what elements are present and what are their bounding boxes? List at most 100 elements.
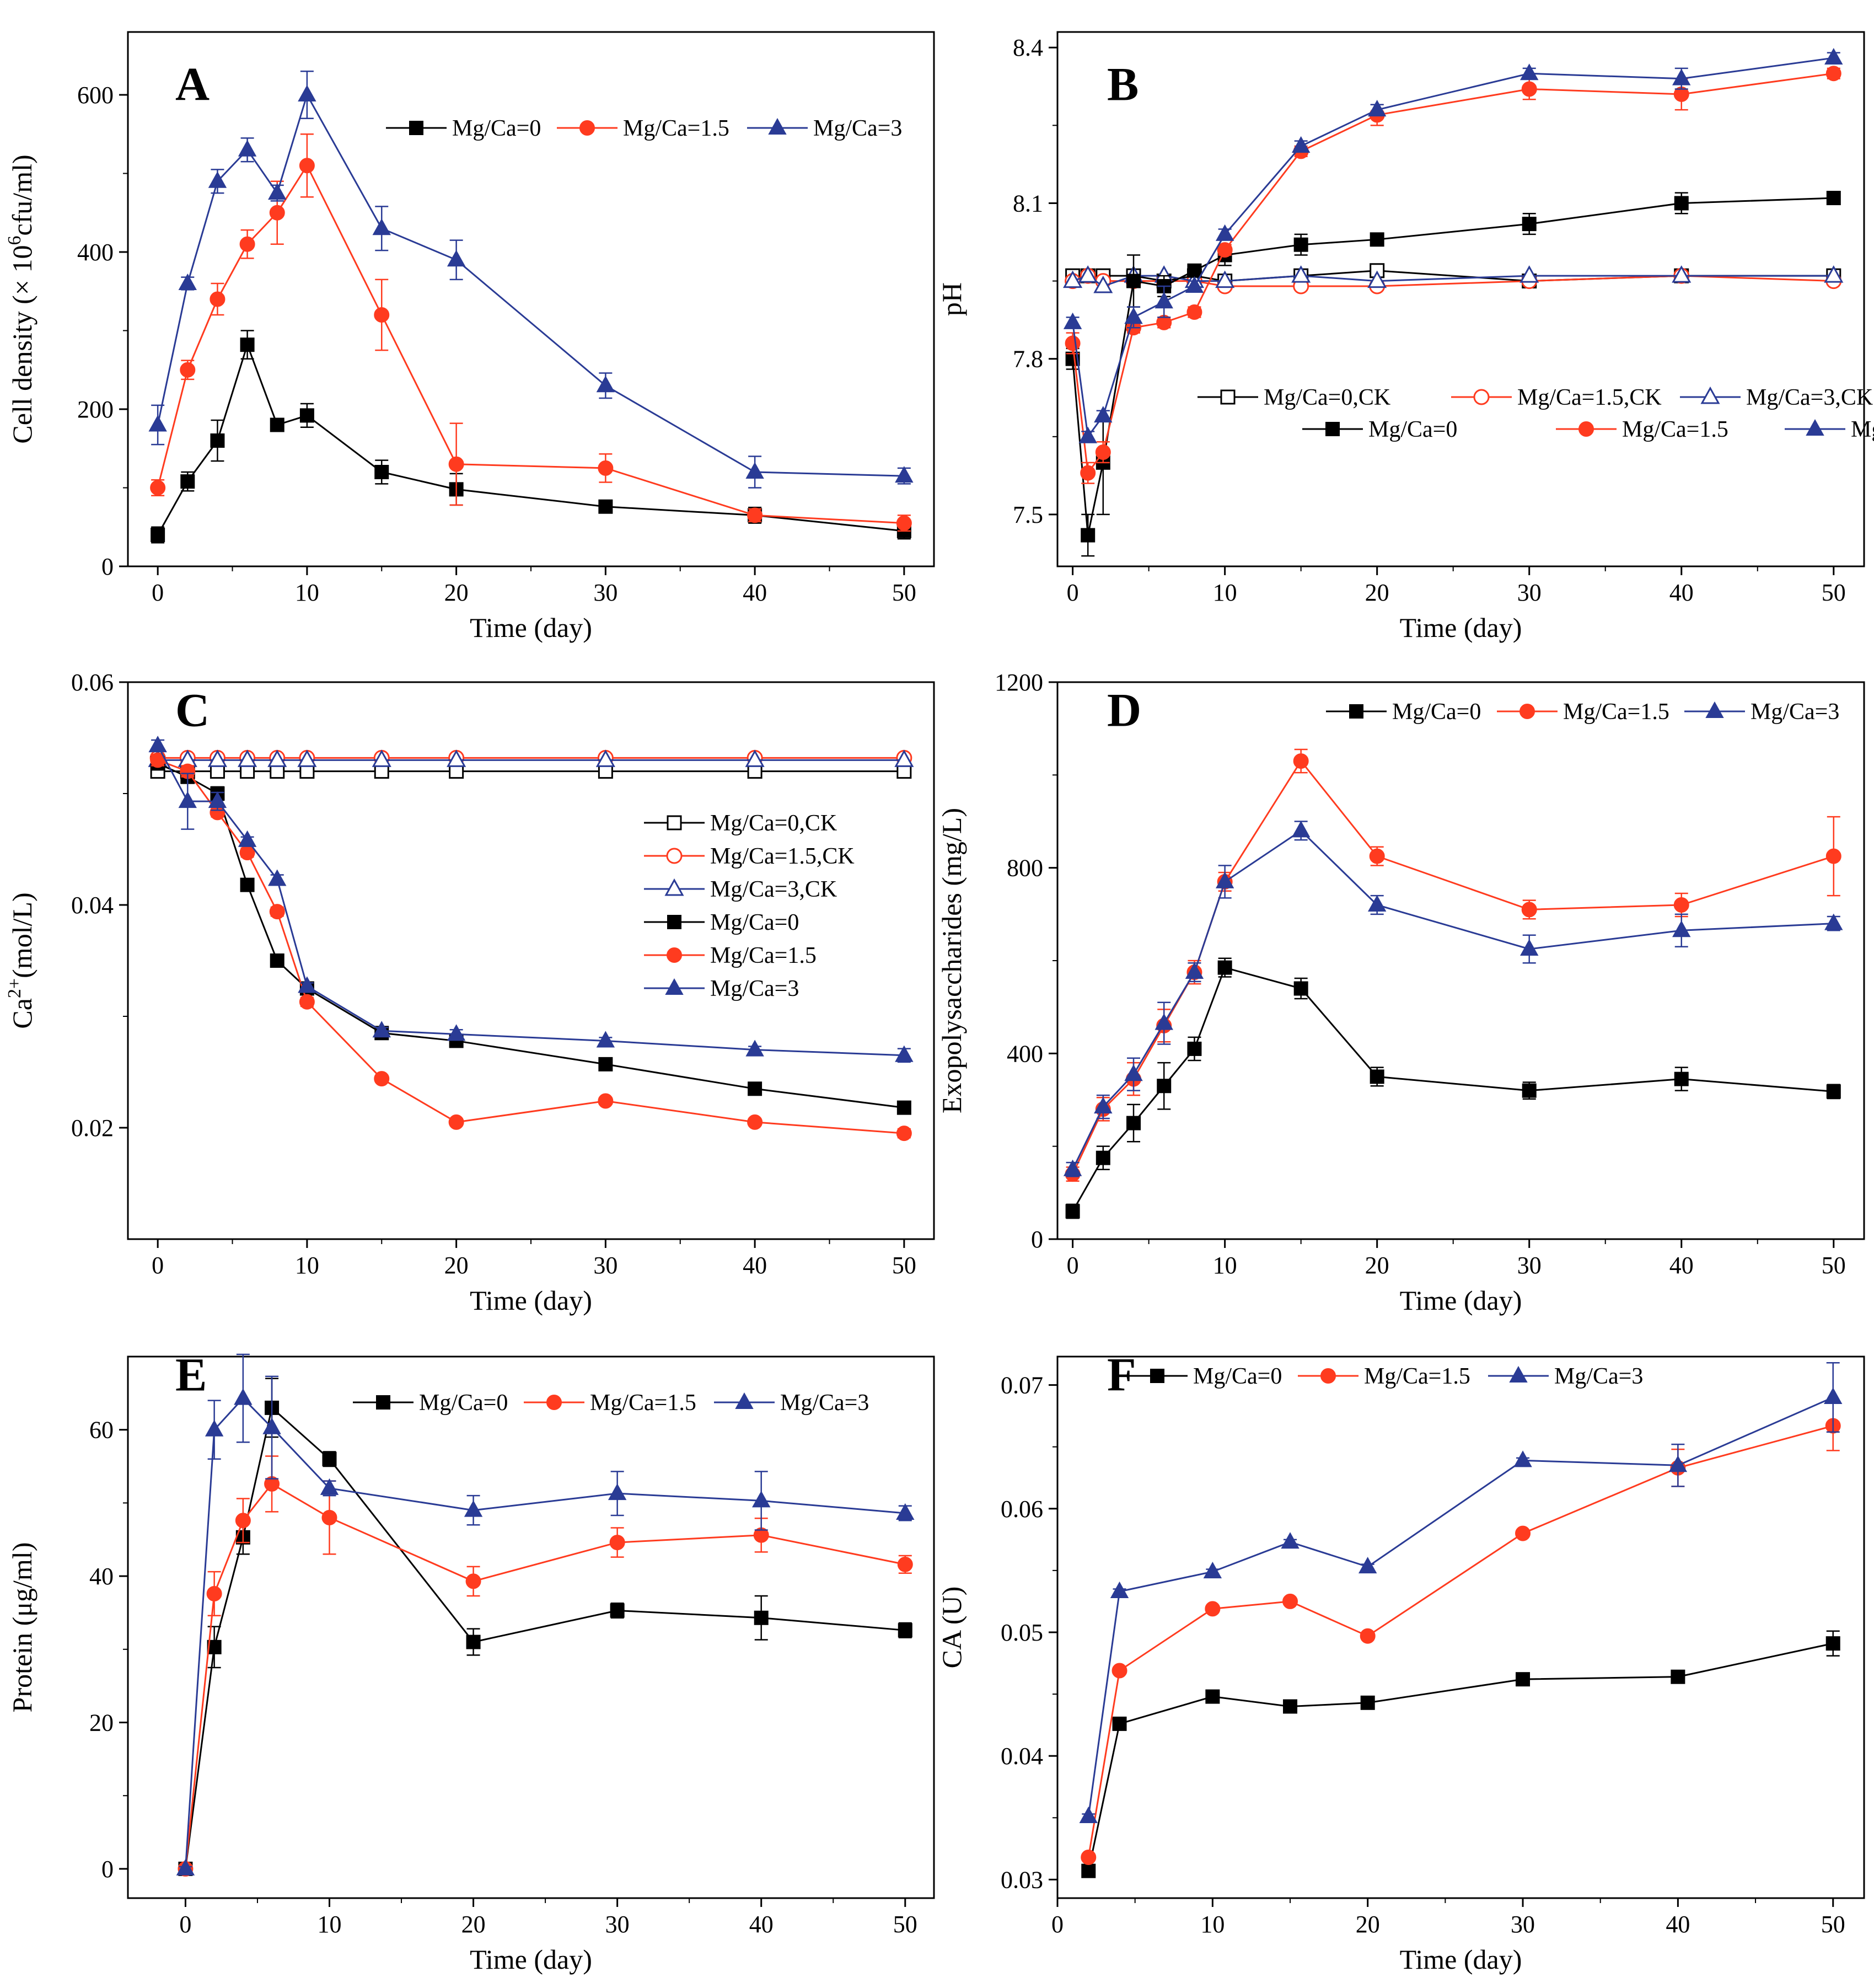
panel-b-series-3 <box>1065 191 1841 557</box>
panel-c-data-point <box>598 1093 614 1109</box>
panel-b-data-point <box>1367 100 1387 117</box>
panel-b-xtick-label: 30 <box>1517 579 1542 606</box>
panel-a-data-point <box>374 307 390 323</box>
panel-e-data-point <box>322 1451 337 1466</box>
panel-f-ytick-label: 0.04 <box>1001 1743 1043 1770</box>
panel-e-legend-label: Mg/Ca=3 <box>780 1390 869 1416</box>
panel-d-data-point <box>1063 1159 1082 1176</box>
panel-a-data-point <box>598 499 613 514</box>
panel-c-xtick-label: 10 <box>295 1252 319 1279</box>
panel-e-xtick-label: 50 <box>893 1911 917 1938</box>
panel-a-ytick-label: 200 <box>77 396 114 423</box>
panel-e-series-2 <box>176 1353 915 1876</box>
panel-a-data-point <box>208 171 227 188</box>
panel-a-data-point <box>239 236 255 252</box>
panel-c-data-point <box>240 877 255 892</box>
panel-c-data-point <box>207 749 227 767</box>
panel-c-data-point <box>448 1114 464 1130</box>
panel-c-data-point <box>299 994 315 1010</box>
panel-a-data-point <box>178 273 197 290</box>
panel-a-legend: Mg/Ca=0 Mg/Ca=1.5 Mg/Ca=3 <box>386 116 902 141</box>
panel-a-ylabel-sup: 6 <box>4 236 25 245</box>
panel-f-data-point <box>1079 1806 1098 1824</box>
panel-d-data-point <box>1826 1084 1841 1099</box>
panel-e-legend-label: Mg/Ca=1.5 <box>590 1390 696 1416</box>
panel-d-letter: D <box>1107 684 1141 737</box>
panel-e-data-point <box>176 1858 195 1876</box>
panel-f-legend-marker <box>1509 1365 1528 1383</box>
panel-f-xtick-label: 40 <box>1666 1911 1690 1938</box>
panel-d-data-point <box>1825 848 1841 864</box>
panel-b-legend-label: Mg/Ca=1.5 <box>1622 417 1728 442</box>
panel-a-data-point <box>270 417 284 432</box>
panel-f-data-point <box>1282 1593 1298 1609</box>
panel-e-data-point <box>610 1603 625 1618</box>
panel-a-legend-marker <box>768 117 787 135</box>
panel-b-series-5 <box>1063 47 1843 443</box>
panel-d-data-point <box>1215 871 1234 888</box>
panel-e-series-0 <box>178 1378 912 1876</box>
panel-c-ylabel-sup: 2+ <box>4 978 25 998</box>
panel-f-xtick-label: 0 <box>1051 1911 1064 1938</box>
panel-c-legend-label: Mg/Ca=0,CK <box>710 811 837 836</box>
panel-b-data-point <box>1063 312 1082 329</box>
panel-f: 0 10 20 30 40 50 0.03 0.04 0.05 0.06 0.07 Time (day… <box>936 1348 1865 1975</box>
panel-e-frame <box>127 1355 935 1899</box>
panel-b-data-point <box>1080 465 1096 481</box>
panel-f-data-point <box>1283 1699 1298 1714</box>
panel-f-ytick-label: 0.07 <box>1001 1372 1043 1399</box>
panel-d-legend-label: Mg/Ca=3 <box>1751 699 1839 725</box>
panel-e-legend-marker <box>546 1395 562 1410</box>
panel-b-data-point <box>1065 335 1081 351</box>
panel-b-xlabel: Time (day) <box>1400 612 1522 643</box>
panel-a-legend-marker <box>579 120 595 136</box>
panel-c-data-point <box>238 749 257 767</box>
panel-a-ytick-label: 600 <box>77 82 114 109</box>
panel-e-data-point <box>464 1500 483 1517</box>
panel-d-series-0 <box>1065 957 1841 1219</box>
panel-a-xtick-label: 0 <box>152 579 164 606</box>
panel-e-xtick-label: 40 <box>749 1911 774 1938</box>
panel-f-legend: Mg/Ca=0 Mg/Ca=1.5 Mg/Ca=3 <box>1127 1364 1643 1389</box>
panel-e-data-point <box>754 1610 769 1625</box>
panel-c-legend: Mg/Ca=0,CK Mg/Ca=1.5,CK Mg/Ca=3,CK Mg/Ca=0 M… <box>644 811 855 1001</box>
panel-b-data-point <box>1126 274 1141 288</box>
panel-b-legend-label: Mg/Ca=3,CK <box>1746 385 1873 410</box>
panel-c-ylabel: Ca2+(mol/L) <box>4 892 37 1028</box>
panel-e-ytick-label: 20 <box>89 1710 114 1737</box>
panel-d-data-point <box>1293 981 1308 996</box>
panel-a-data-point <box>448 456 464 472</box>
panel-e-data-point <box>262 1417 281 1434</box>
panel-e-ylabel: Protein (μg/ml) <box>7 1542 37 1713</box>
panel-b-legend-marker <box>1700 386 1720 404</box>
panel-c-xtick-label: 50 <box>892 1252 916 1279</box>
panel-c-data-point <box>148 736 167 753</box>
panel-c-series-0 <box>150 764 912 779</box>
panel-f-data-point <box>1205 1601 1221 1617</box>
panel-f-series-0 <box>1081 1630 1840 1878</box>
panel-b-ytick-label: 7.5 <box>1013 501 1043 528</box>
panel-b-xtick-label: 0 <box>1067 579 1079 606</box>
panel-e-ytick-label: 40 <box>89 1563 114 1590</box>
panel-c-data-point <box>267 749 287 767</box>
panel-c-data-point <box>895 1045 914 1062</box>
panel-e-data-point <box>752 1491 771 1508</box>
panel-c-legend-marker <box>667 815 682 830</box>
panel-d-data-point <box>1674 1071 1689 1086</box>
panel-b-data-point <box>1093 275 1113 293</box>
panel-c-legend-label: Mg/Ca=3 <box>710 976 799 1001</box>
panel-a-data-point <box>895 466 914 483</box>
panel-a-legend-label: Mg/Ca=1.5 <box>623 116 729 141</box>
panel-b-data-point <box>1520 63 1539 81</box>
panel-f-series-2 <box>1079 1362 1843 1824</box>
panel-d-xtick-label: 20 <box>1365 1252 1389 1279</box>
panel-e-data-point <box>465 1573 481 1589</box>
panel-c-data-point <box>745 749 765 767</box>
panel-d-ytick-label: 400 <box>1007 1040 1043 1067</box>
panel-f-data-point <box>1668 1455 1688 1472</box>
panel-b-data-point <box>1155 292 1173 309</box>
panel-d-data-point <box>1672 920 1691 937</box>
panel-d-data-point <box>1187 1041 1202 1056</box>
panel-a-data-point <box>210 291 225 307</box>
panel-b-data-point <box>1824 265 1844 283</box>
